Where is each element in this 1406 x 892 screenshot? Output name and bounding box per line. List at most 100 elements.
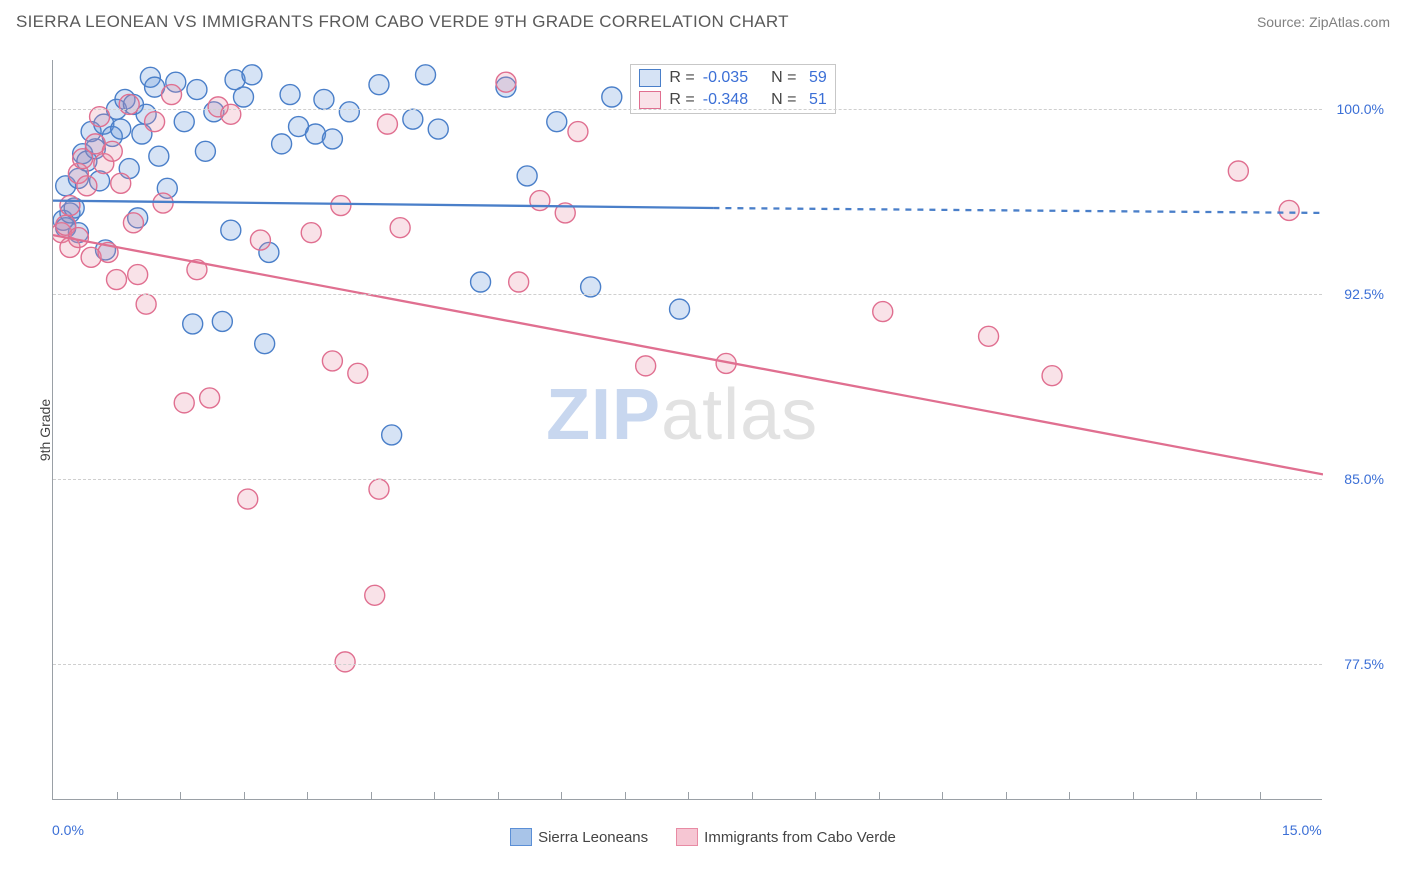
- data-point: [183, 314, 203, 334]
- data-point: [1279, 200, 1299, 220]
- legend-r-label: R =: [669, 91, 694, 109]
- data-point: [314, 89, 334, 109]
- data-point: [212, 311, 232, 331]
- data-point: [123, 213, 143, 233]
- data-point: [382, 425, 402, 445]
- data-point: [301, 223, 321, 243]
- correlation-legend: R = -0.035 N = 59 R = -0.348 N = 51: [630, 64, 835, 114]
- data-point: [416, 65, 436, 85]
- legend-row: R = -0.348 N = 51: [639, 89, 826, 111]
- data-point: [602, 87, 622, 107]
- x-tick: [561, 792, 562, 800]
- y-tick-label: 77.5%: [1344, 656, 1384, 672]
- x-tick: [815, 792, 816, 800]
- data-point: [107, 270, 127, 290]
- x-tick: [1260, 792, 1261, 800]
- legend-r-label: R =: [669, 69, 694, 87]
- data-point: [162, 85, 182, 105]
- legend-n-label: N =: [767, 91, 797, 109]
- series-legend-label: Sierra Leoneans: [538, 829, 648, 846]
- data-point: [339, 102, 359, 122]
- x-tick: [1196, 792, 1197, 800]
- data-point: [331, 196, 351, 216]
- data-point: [255, 334, 275, 354]
- chart-container: ZIPatlas R =-0.035 N = 59R =-0.348 N = 5…: [52, 60, 1322, 800]
- gridline: [53, 109, 1322, 110]
- data-point: [145, 112, 165, 132]
- y-tick-label: 100.0%: [1337, 101, 1384, 117]
- data-point: [403, 109, 423, 129]
- data-point: [221, 220, 241, 240]
- gridline: [53, 664, 1322, 665]
- data-point: [670, 299, 690, 319]
- legend-n-value: 51: [805, 91, 827, 109]
- data-point: [471, 272, 491, 292]
- data-point: [636, 356, 656, 376]
- scatter-plot-svg: [53, 60, 1323, 800]
- x-tick: [1133, 792, 1134, 800]
- x-tick: [434, 792, 435, 800]
- y-axis-label: 9th Grade: [37, 399, 53, 461]
- data-point: [979, 326, 999, 346]
- data-point: [428, 119, 448, 139]
- x-tick: [688, 792, 689, 800]
- data-point: [60, 196, 80, 216]
- data-point: [200, 388, 220, 408]
- x-tick: [244, 792, 245, 800]
- x-tick: [180, 792, 181, 800]
- series-legend-item: Immigrants from Cabo Verde: [676, 828, 896, 846]
- trend-line: [53, 201, 713, 208]
- data-point: [390, 218, 410, 238]
- chart-title: SIERRA LEONEAN VS IMMIGRANTS FROM CABO V…: [16, 12, 789, 32]
- data-point: [102, 141, 122, 161]
- data-point: [149, 146, 169, 166]
- legend-r-value: -0.348: [703, 91, 759, 109]
- legend-r-value: -0.035: [703, 69, 759, 87]
- data-point: [238, 489, 258, 509]
- data-point: [517, 166, 537, 186]
- series-legend-label: Immigrants from Cabo Verde: [704, 829, 896, 846]
- data-point: [250, 230, 270, 250]
- data-point: [111, 119, 131, 139]
- data-point: [873, 302, 893, 322]
- legend-swatch: [510, 828, 532, 846]
- trend-line: [53, 235, 1323, 474]
- data-point: [377, 114, 397, 134]
- legend-row: R = -0.035 N = 59: [639, 67, 826, 89]
- legend-n-value: 59: [805, 69, 827, 87]
- data-point: [365, 585, 385, 605]
- data-point: [568, 122, 588, 142]
- data-point: [280, 85, 300, 105]
- data-point: [111, 173, 131, 193]
- data-point: [221, 104, 241, 124]
- data-point: [322, 129, 342, 149]
- chart-source: Source: ZipAtlas.com: [1257, 14, 1390, 30]
- data-point: [174, 393, 194, 413]
- trend-line-extrapolated: [713, 208, 1323, 213]
- data-point: [496, 72, 516, 92]
- data-point: [335, 652, 355, 672]
- y-tick-label: 85.0%: [1344, 471, 1384, 487]
- legend-n-label: N =: [767, 69, 797, 87]
- plot-area: ZIPatlas R =-0.035 N = 59R =-0.348 N = 5…: [52, 60, 1322, 800]
- legend-swatch: [639, 91, 661, 109]
- data-point: [547, 112, 567, 132]
- x-tick: [752, 792, 753, 800]
- data-point: [322, 351, 342, 371]
- x-tick: [307, 792, 308, 800]
- series-legend: Sierra Leoneans Immigrants from Cabo Verd…: [0, 828, 1406, 850]
- legend-swatch: [676, 828, 698, 846]
- data-point: [136, 294, 156, 314]
- data-point: [1228, 161, 1248, 181]
- y-tick-label: 92.5%: [1344, 286, 1384, 302]
- x-tick: [498, 792, 499, 800]
- data-point: [187, 80, 207, 100]
- data-point: [1042, 366, 1062, 386]
- series-legend-item: Sierra Leoneans: [510, 828, 648, 846]
- legend-swatch: [639, 69, 661, 87]
- data-point: [509, 272, 529, 292]
- x-tick: [1069, 792, 1070, 800]
- data-point: [174, 112, 194, 132]
- data-point: [242, 65, 262, 85]
- x-tick: [1006, 792, 1007, 800]
